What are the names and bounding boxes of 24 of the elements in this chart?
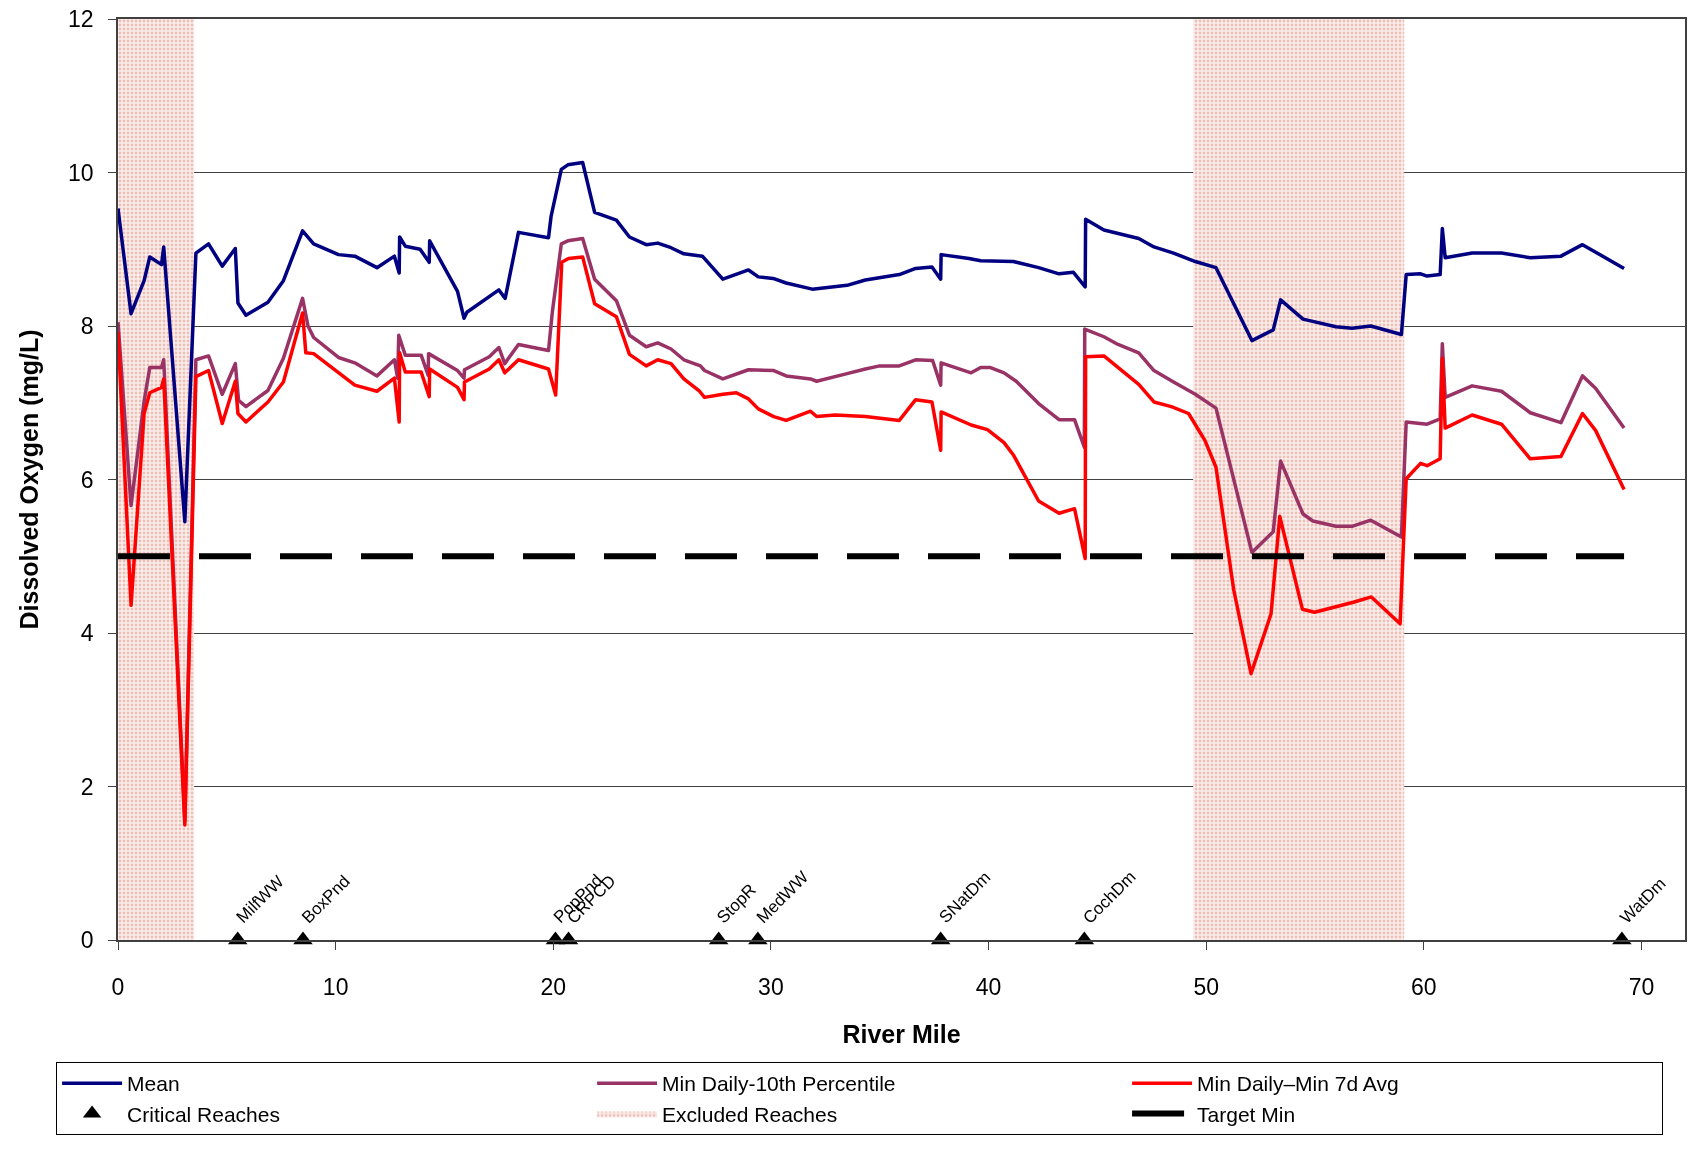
- y-tick-label: 10: [68, 159, 94, 186]
- x-tick-label: 20: [540, 974, 567, 1001]
- x-axis-title: River Mile: [842, 1019, 961, 1048]
- legend-label: Min Daily-10th Percentile: [662, 1072, 896, 1096]
- x-tick-label: 50: [1193, 974, 1219, 1001]
- y-tick-label: 0: [80, 927, 94, 954]
- legend-label: Excluded Reaches: [662, 1102, 838, 1126]
- legend-label: Mean: [127, 1072, 180, 1096]
- legend-label: Min Daily–Min 7d Avg: [1197, 1072, 1399, 1096]
- y-tick-label: 4: [80, 620, 94, 647]
- legend-label: Target Min: [1197, 1102, 1296, 1126]
- y-tick-label: 8: [80, 313, 94, 340]
- y-axis-title: Dissolved Oxygen (mg/L): [15, 329, 44, 630]
- x-tick-label: 70: [1628, 974, 1655, 1001]
- x-tick-label: 30: [758, 974, 784, 1001]
- y-tick-label: 6: [80, 466, 94, 493]
- legend-label: Critical Reaches: [127, 1102, 280, 1126]
- x-tick-label: 0: [111, 974, 125, 1001]
- x-tick-label: 60: [1411, 974, 1437, 1001]
- line-series: [118, 160, 1626, 524]
- y-tick-label: 12: [68, 6, 94, 33]
- x-tick-label: 40: [975, 974, 1002, 1001]
- y-tick-label: 2: [80, 773, 94, 800]
- x-tick-label: 10: [322, 974, 349, 1001]
